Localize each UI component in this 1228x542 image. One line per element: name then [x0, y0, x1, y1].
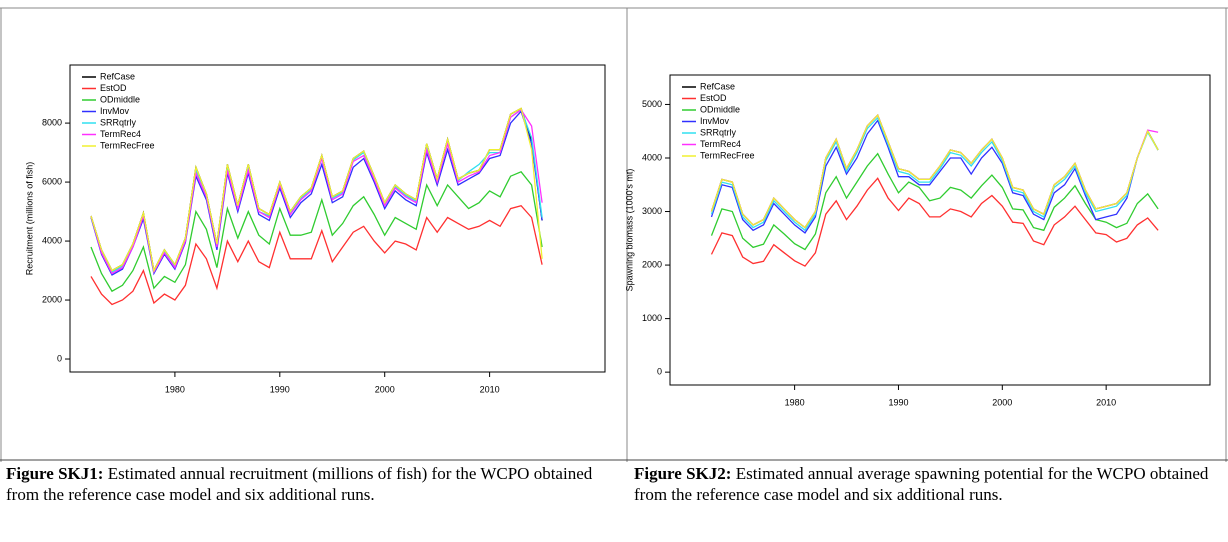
y-tick-label: 1000: [642, 313, 662, 323]
legend-label: TermRec4: [100, 129, 141, 139]
y-tick-label: 5000: [642, 99, 662, 109]
caption: Figure SKJ2: Estimated annual average sp…: [634, 463, 1224, 505]
legend-label: SRRqtrly: [700, 127, 737, 137]
legend-label: InvMov: [700, 116, 730, 126]
y-tick-label: 0: [657, 367, 662, 377]
caption-text: Estimated annual recruitment (millions o…: [6, 464, 593, 504]
y-tick-label: 8000: [42, 117, 62, 127]
x-tick-label: 2010: [1096, 397, 1116, 407]
series-line: [710, 114, 1159, 229]
y-tick-label: 4000: [642, 152, 662, 162]
caption-text: Estimated annual average spawning potent…: [634, 464, 1209, 504]
series-line: [90, 204, 543, 306]
caption: Figure SKJ1: Estimated annual recruitmen…: [6, 463, 606, 505]
y-tick-label: 6000: [42, 176, 62, 186]
legend-label: InvMov: [100, 106, 130, 116]
series-line: [710, 114, 1159, 229]
legend-label: RefCase: [700, 81, 735, 91]
y-tick-label: 4000: [42, 235, 62, 245]
x-tick-label: 2010: [480, 384, 500, 394]
legend-label: SRRqtrly: [100, 117, 137, 127]
x-tick-label: 2000: [375, 384, 395, 394]
x-tick-label: 1990: [888, 397, 908, 407]
series-line: [710, 152, 1159, 251]
series-line: [710, 119, 1159, 234]
legend-label: ODmiddle: [700, 104, 740, 114]
y-tick-label: 0: [57, 353, 62, 363]
x-tick-label: 2000: [992, 397, 1012, 407]
series-line: [90, 110, 543, 276]
series-line: [90, 107, 543, 273]
legend-label: RefCase: [100, 71, 135, 81]
series-line: [90, 108, 543, 275]
legend-label: TermRecFree: [700, 150, 755, 160]
legend-label: EstOD: [700, 93, 727, 103]
series-line: [710, 177, 1159, 267]
plot-frame: [69, 64, 606, 373]
y-tick-label: 3000: [642, 206, 662, 216]
y-tick-label: 2000: [642, 259, 662, 269]
legend-label: TermRecFree: [100, 140, 155, 150]
figures: 0 2000 4000 6000 8000 1980 1990 2000 2010 Recruit…: [0, 7, 1228, 462]
caption-label: Figure SKJ2:: [634, 464, 732, 483]
legend-label: TermRec4: [700, 139, 741, 149]
x-tick-label: 1990: [270, 384, 290, 394]
y-axis-label: Recruitment (millions of fish): [24, 162, 34, 276]
x-tick-label: 1980: [165, 384, 185, 394]
x-tick-label: 1980: [785, 397, 805, 407]
plot-frame: [669, 74, 1211, 386]
series-line: [710, 114, 1159, 229]
legend-label: EstOD: [100, 83, 127, 93]
legend-label: ODmiddle: [100, 94, 140, 104]
caption-label: Figure SKJ1:: [6, 464, 104, 483]
series-line: [710, 116, 1159, 232]
series-line: [90, 108, 543, 275]
y-axis-label: Spawning biomass (1000's mt): [624, 169, 634, 292]
series-line: [90, 171, 543, 293]
y-tick-label: 2000: [42, 294, 62, 304]
